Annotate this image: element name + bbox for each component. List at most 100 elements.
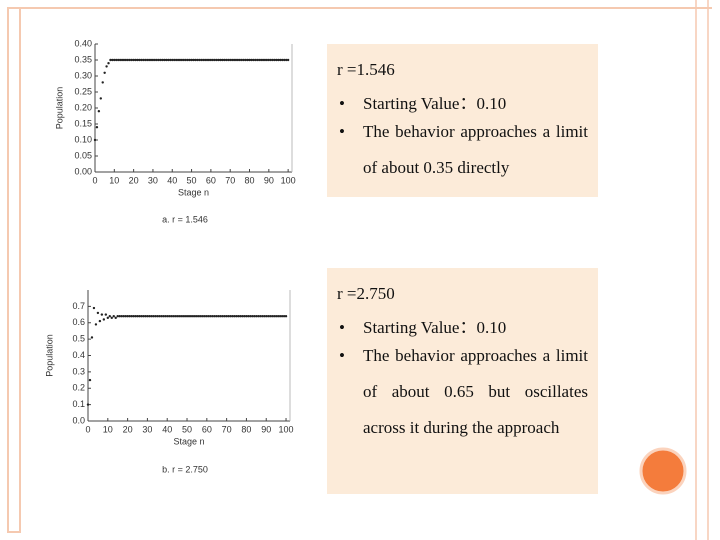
bullet: The behavior approaches a limit of about… — [337, 338, 588, 446]
data-point — [219, 58, 222, 62]
data-point — [186, 58, 189, 62]
data-point — [205, 315, 209, 318]
data-point — [157, 58, 160, 62]
data-point — [225, 315, 228, 318]
data-point — [261, 58, 265, 62]
data-point — [284, 315, 288, 318]
data-point — [201, 58, 205, 62]
data-point — [241, 315, 244, 318]
data-point — [242, 58, 245, 62]
data-point — [163, 58, 166, 62]
data-point — [209, 58, 213, 62]
data-point — [132, 58, 135, 62]
x-tick-label: 90 — [261, 424, 271, 434]
x-tick-label: 100 — [281, 175, 296, 185]
data-point — [198, 58, 201, 62]
data-point — [104, 313, 108, 316]
data-point — [263, 315, 266, 318]
data-point — [110, 316, 113, 320]
data-point — [188, 58, 191, 62]
data-point — [191, 315, 195, 318]
data-point — [278, 315, 282, 318]
data-point — [171, 58, 174, 62]
data-point — [193, 315, 197, 318]
data-point — [203, 315, 207, 318]
x-tick-label: 0 — [92, 175, 97, 185]
data-point — [98, 319, 102, 323]
x-tick-label: 60 — [206, 175, 216, 185]
data-point — [105, 65, 108, 68]
data-point — [172, 58, 176, 62]
y-axis-label: Population — [44, 334, 54, 377]
data-point — [138, 58, 141, 62]
data-point — [256, 58, 259, 62]
data-point — [196, 58, 199, 62]
box-heading: r =2.750 — [337, 284, 395, 303]
data-point — [167, 58, 170, 62]
data-point — [156, 315, 159, 318]
data-point — [227, 58, 230, 62]
data-point — [92, 306, 96, 310]
data-point — [253, 315, 256, 318]
data-point — [285, 58, 288, 62]
data-point — [146, 315, 149, 318]
data-point — [100, 313, 104, 316]
data-point — [96, 311, 100, 315]
data-point — [144, 58, 147, 62]
data-point — [232, 58, 236, 62]
data-point — [236, 58, 240, 62]
data-point — [244, 58, 247, 62]
data-point — [118, 58, 122, 62]
data-point — [265, 315, 268, 318]
data-point — [113, 58, 116, 62]
x-tick-label: 40 — [162, 424, 172, 434]
data-point — [267, 58, 271, 62]
data-point — [161, 58, 164, 62]
x-tick-label: 50 — [187, 175, 197, 185]
data-point — [120, 315, 123, 318]
data-point — [270, 315, 274, 318]
data-point — [237, 315, 240, 318]
bullet: Starting Value：0.10 — [337, 86, 588, 122]
x-axis-label: Stage n — [178, 187, 209, 197]
data-point — [164, 315, 167, 318]
data-point — [140, 58, 143, 62]
data-point — [263, 58, 267, 62]
y-tick-label: 0.20 — [74, 102, 92, 112]
data-point — [275, 58, 278, 62]
data-point — [95, 126, 99, 129]
data-point — [221, 58, 224, 62]
data-point — [267, 315, 270, 318]
data-point — [130, 58, 133, 62]
data-point — [245, 315, 248, 318]
data-point — [281, 58, 284, 62]
data-point — [246, 58, 249, 62]
data-point — [136, 315, 139, 318]
data-point — [211, 315, 214, 318]
x-tick-label: 40 — [167, 175, 177, 185]
data-point — [132, 315, 135, 318]
data-point — [106, 316, 110, 320]
data-point — [183, 315, 187, 318]
x-axis-label: Stage n — [173, 436, 204, 446]
data-point — [213, 315, 216, 318]
frame-left — [7, 7, 21, 533]
data-point — [122, 315, 125, 318]
data-point — [118, 315, 121, 318]
x-tick-label: 0 — [85, 424, 90, 434]
data-point — [209, 315, 212, 318]
data-point — [177, 315, 181, 318]
data-point — [148, 315, 151, 318]
x-tick-label: 10 — [109, 175, 119, 185]
data-point — [97, 110, 101, 113]
data-point — [122, 58, 126, 62]
x-tick-label: 70 — [222, 424, 232, 434]
x-tick-label: 10 — [103, 424, 113, 434]
data-point — [250, 58, 253, 62]
data-point — [101, 81, 104, 84]
data-point — [128, 58, 131, 62]
data-point — [115, 58, 118, 62]
data-point — [174, 58, 178, 62]
data-point — [88, 378, 92, 382]
